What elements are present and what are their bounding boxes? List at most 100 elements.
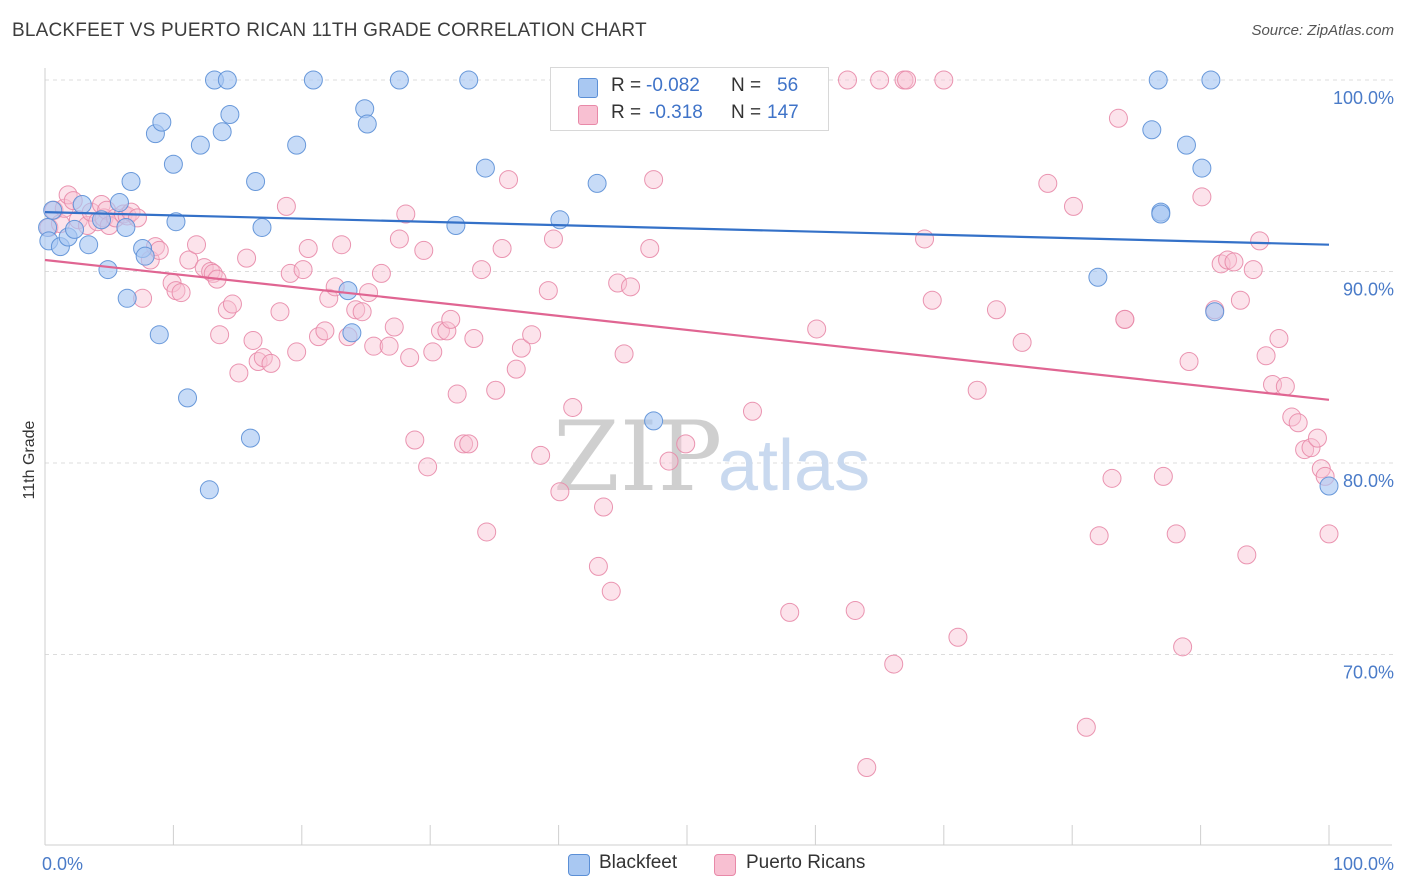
legend-swatch-puerto [714,854,736,876]
correlation-legend: R = -0.082 N = 56 R = -0.318 N = 147 [550,67,829,131]
legend-label-puerto: Puerto Ricans [746,852,866,873]
blackfeet-point [98,260,118,280]
chart-source: Source: ZipAtlas.com [1251,22,1394,39]
blackfeet-point [1088,267,1108,287]
blackfeet-point [163,154,183,174]
blackfeet-point [166,212,186,232]
puerto-rican-point [179,250,199,270]
puerto-rican-point [1269,329,1289,349]
puerto-rican-point [780,602,800,622]
blackfeet-point [459,70,479,90]
puerto-rican-point [447,384,467,404]
blackfeet-point [117,288,137,308]
puerto-rican-point [276,196,296,216]
blackfeet-point [217,70,237,90]
puerto-rican-point [396,204,416,224]
blackfeet-r-value: -0.082 [646,75,700,96]
puerto-rican-point [1243,260,1263,280]
blackfeet-point [1148,70,1168,90]
puerto-rican-point [588,556,608,576]
puerto-rican-point [454,434,474,454]
puerto-rican-point [640,239,660,259]
blackfeet-point [1205,302,1225,322]
puerto-rican-point [621,277,641,297]
puerto-rican-point [1218,250,1238,270]
blackfeet-point [475,158,495,178]
watermark-atlas: atlas [718,426,870,506]
blackfeet-point [1151,204,1171,224]
puerto-rican-point [1076,717,1096,737]
puerto-rican-point [437,321,457,341]
puerto-rican-point [243,330,263,350]
blackfeet-point [79,235,99,255]
y-tick-label: 70.0% [1343,663,1394,683]
blackfeet-point [149,325,169,345]
puerto-rican-point [1319,524,1339,544]
puerto-rican-point [522,325,542,345]
puerto-rican-point [499,170,519,190]
blackfeet-r-label: R = [611,75,642,96]
y-tick-label: 100.0% [1333,88,1394,108]
blackfeet-point [446,216,466,236]
x-tick-label: 0.0% [42,854,83,874]
watermark-zip: ZIP [553,401,722,513]
puerto-rican-point [922,290,942,310]
puerto-rican-point [222,294,242,314]
blackfeet-point [1142,120,1162,140]
blackfeet-point [116,217,136,237]
puerto-r-value: -0.318 [649,102,703,123]
puerto-rican-point [644,170,664,190]
puerto-rican-point [492,239,512,259]
blackfeet-point [152,112,172,132]
blackfeet-point [121,171,141,191]
puerto-rican-point [884,654,904,674]
puerto-rican-point [967,380,987,400]
blackfeet-point [135,246,155,266]
puerto-rican-point [171,283,191,303]
legend-row-blackfeet: R = -0.082 N = 56 [551,73,828,101]
blackfeet-point [252,217,272,237]
puerto-rican-point [948,627,968,647]
blackfeet-trend-line [44,211,1330,246]
puerto-rican-point [280,263,300,283]
puerto-rican-point [405,430,425,450]
puerto-rican-point [1230,290,1250,310]
puerto-rican-point [897,70,917,90]
puerto-r-label: R = [611,102,642,123]
puerto-rican-point [210,325,230,345]
puerto-rican-point [1307,428,1327,448]
puerto-rican-point [217,300,237,320]
series-legend: Blackfeet Puerto Ricans [0,852,1406,878]
points-layer [38,70,1339,777]
puerto-rican-trend-line [44,258,1330,401]
puerto-rican-point [1153,466,1173,486]
blackfeet-point [1201,70,1221,90]
puerto-rican-point [1173,637,1193,657]
axis-layer: 100.0% 90.0% 80.0% 70.0% 0.0% 100.0% [42,68,1394,874]
puerto-rican-point [423,342,443,362]
puerto-rican-point [1224,252,1244,272]
blackfeet-point [220,104,240,124]
puerto-rican-point [486,380,506,400]
puerto-rican-point [58,185,78,205]
blackfeet-point [338,281,358,301]
puerto-rican-point [934,70,954,90]
blackfeet-point [246,171,266,191]
puerto-rican-point [270,302,290,322]
puerto-n-label: N = [731,102,762,123]
puerto-rican-point [986,300,1006,320]
chart-title: BLACKFEET VS PUERTO RICAN 11TH GRADE COR… [12,20,647,41]
blackfeet-point [342,323,362,343]
blackfeet-point [199,480,219,500]
puerto-n-value: 147 [767,102,799,123]
puerto-rican-point [1108,108,1128,128]
watermark: ZIP atlas [553,401,870,513]
puerto-rican-point [1063,196,1083,216]
puerto-rican-point [298,239,318,259]
puerto-rican-point [594,497,614,517]
puerto-rican-point [857,757,877,777]
puerto-rican-point [187,235,207,255]
puerto-rican-point [1288,413,1308,433]
puerto-rican-point [472,260,492,280]
puerto-rican-point [414,240,434,260]
